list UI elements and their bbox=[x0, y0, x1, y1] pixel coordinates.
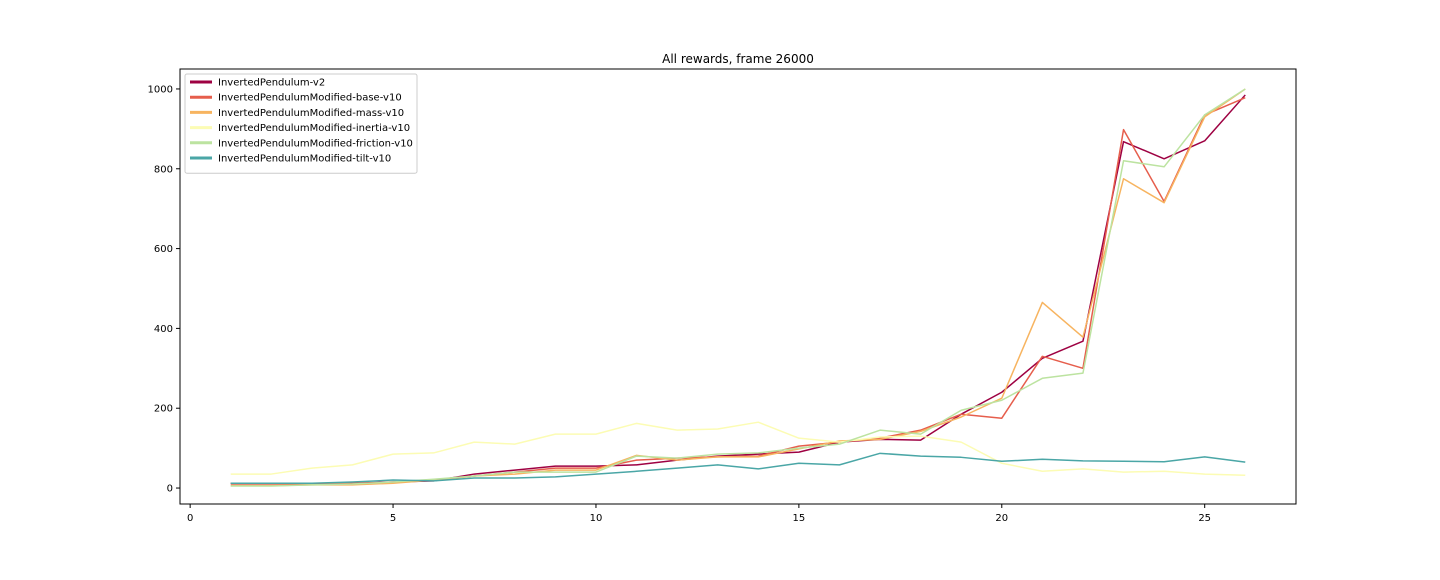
legend-label: InvertedPendulumModified-friction-v10 bbox=[218, 138, 413, 149]
y-tick-label: 0 bbox=[167, 484, 173, 495]
x-tick-label: 10 bbox=[590, 513, 603, 524]
y-tick-label: 1000 bbox=[148, 84, 173, 95]
x-tick-label: 25 bbox=[1198, 513, 1211, 524]
legend: InvertedPendulum-v2 InvertedPendulumModif… bbox=[184, 73, 418, 174]
series-line-3 bbox=[230, 88, 1246, 487]
x-tick-label: 20 bbox=[995, 513, 1008, 524]
legend-label: InvertedPendulumModified-tilt-v10 bbox=[218, 154, 391, 165]
x-tick-label: 0 bbox=[187, 513, 193, 524]
series-line-4 bbox=[230, 421, 1246, 477]
x-tick-label: 5 bbox=[390, 513, 396, 524]
chart-title: All rewards, frame 26000 bbox=[662, 52, 814, 66]
series-line-5 bbox=[230, 88, 1246, 487]
x-tick-label: 15 bbox=[793, 513, 806, 524]
legend-label: InvertedPendulumModified-inertia-v10 bbox=[218, 123, 410, 134]
series-line-6 bbox=[230, 452, 1246, 484]
y-tick-label: 400 bbox=[154, 324, 173, 335]
legend-label: InvertedPendulumModified-mass-v10 bbox=[218, 108, 404, 119]
y-tick-label: 200 bbox=[154, 404, 173, 415]
y-tick-label: 600 bbox=[154, 244, 173, 255]
legend-box bbox=[184, 73, 418, 174]
legend-label: InvertedPendulumModified-base-v10 bbox=[218, 93, 402, 104]
y-tick-label: 800 bbox=[154, 164, 173, 175]
legend-label: InvertedPendulum-v2 bbox=[218, 78, 325, 89]
plot-frame bbox=[179, 68, 1297, 505]
